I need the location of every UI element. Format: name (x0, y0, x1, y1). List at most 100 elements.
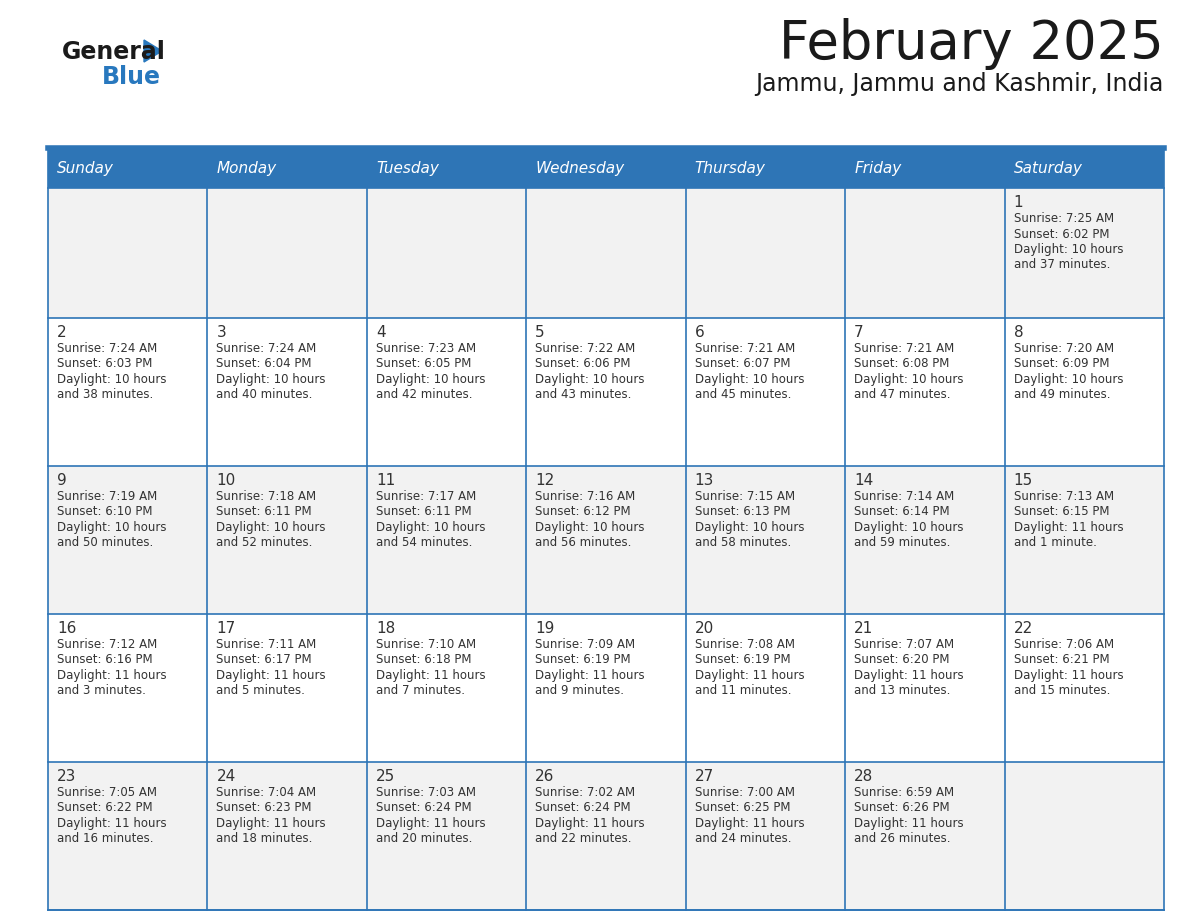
Text: and 15 minutes.: and 15 minutes. (1013, 685, 1110, 698)
Text: and 52 minutes.: and 52 minutes. (216, 536, 312, 550)
Text: Sunrise: 7:18 AM: Sunrise: 7:18 AM (216, 490, 316, 503)
Text: Sunset: 6:11 PM: Sunset: 6:11 PM (216, 506, 312, 519)
Text: Sunset: 6:22 PM: Sunset: 6:22 PM (57, 801, 152, 814)
Text: Sunrise: 7:16 AM: Sunrise: 7:16 AM (536, 490, 636, 503)
Text: Thursday: Thursday (695, 162, 765, 176)
Text: Sunset: 6:15 PM: Sunset: 6:15 PM (1013, 506, 1110, 519)
Text: Sunrise: 7:14 AM: Sunrise: 7:14 AM (854, 490, 954, 503)
Text: 15: 15 (1013, 473, 1032, 488)
Text: Daylight: 11 hours: Daylight: 11 hours (216, 817, 326, 830)
Text: and 13 minutes.: and 13 minutes. (854, 685, 950, 698)
Text: and 58 minutes.: and 58 minutes. (695, 536, 791, 550)
Text: and 7 minutes.: and 7 minutes. (375, 685, 465, 698)
Text: and 22 minutes.: and 22 minutes. (536, 833, 632, 845)
Text: 12: 12 (536, 473, 555, 488)
Text: Sunrise: 7:00 AM: Sunrise: 7:00 AM (695, 786, 795, 799)
Text: Jammu, Jammu and Kashmir, India: Jammu, Jammu and Kashmir, India (756, 72, 1164, 96)
Text: and 24 minutes.: and 24 minutes. (695, 833, 791, 845)
Text: 23: 23 (57, 769, 76, 784)
Text: Daylight: 11 hours: Daylight: 11 hours (1013, 521, 1123, 534)
Text: Sunset: 6:19 PM: Sunset: 6:19 PM (536, 654, 631, 666)
Text: Daylight: 11 hours: Daylight: 11 hours (854, 817, 963, 830)
Text: and 54 minutes.: and 54 minutes. (375, 536, 473, 550)
Text: 11: 11 (375, 473, 396, 488)
Text: and 50 minutes.: and 50 minutes. (57, 536, 153, 550)
Text: and 26 minutes.: and 26 minutes. (854, 833, 950, 845)
Text: Daylight: 11 hours: Daylight: 11 hours (695, 817, 804, 830)
Text: and 59 minutes.: and 59 minutes. (854, 536, 950, 550)
Text: and 37 minutes.: and 37 minutes. (1013, 259, 1110, 272)
Text: 19: 19 (536, 621, 555, 636)
Text: and 11 minutes.: and 11 minutes. (695, 685, 791, 698)
Text: Sunset: 6:14 PM: Sunset: 6:14 PM (854, 506, 949, 519)
Text: February 2025: February 2025 (779, 18, 1164, 70)
Text: Daylight: 11 hours: Daylight: 11 hours (57, 817, 166, 830)
Text: Daylight: 10 hours: Daylight: 10 hours (1013, 243, 1123, 256)
Text: Sunset: 6:10 PM: Sunset: 6:10 PM (57, 506, 152, 519)
Text: Daylight: 10 hours: Daylight: 10 hours (536, 521, 645, 534)
Text: Sunset: 6:17 PM: Sunset: 6:17 PM (216, 654, 312, 666)
Text: and 43 minutes.: and 43 minutes. (536, 388, 632, 401)
Text: Monday: Monday (216, 162, 277, 176)
Text: Sunset: 6:03 PM: Sunset: 6:03 PM (57, 357, 152, 371)
Text: 21: 21 (854, 621, 873, 636)
Text: Sunset: 6:19 PM: Sunset: 6:19 PM (695, 654, 790, 666)
Text: Sunset: 6:18 PM: Sunset: 6:18 PM (375, 654, 472, 666)
Text: Blue: Blue (102, 65, 162, 89)
Text: 28: 28 (854, 769, 873, 784)
Text: Sunset: 6:11 PM: Sunset: 6:11 PM (375, 506, 472, 519)
Text: Daylight: 10 hours: Daylight: 10 hours (1013, 373, 1123, 386)
Text: Daylight: 10 hours: Daylight: 10 hours (57, 373, 166, 386)
Text: General: General (62, 40, 166, 64)
Text: Sunrise: 7:20 AM: Sunrise: 7:20 AM (1013, 342, 1113, 355)
Text: and 5 minutes.: and 5 minutes. (216, 685, 305, 698)
Text: Daylight: 10 hours: Daylight: 10 hours (216, 373, 326, 386)
Text: Sunrise: 7:03 AM: Sunrise: 7:03 AM (375, 786, 476, 799)
Text: 27: 27 (695, 769, 714, 784)
Text: Sunset: 6:16 PM: Sunset: 6:16 PM (57, 654, 152, 666)
Text: 16: 16 (57, 621, 76, 636)
Text: Daylight: 10 hours: Daylight: 10 hours (375, 373, 486, 386)
Text: Daylight: 10 hours: Daylight: 10 hours (695, 521, 804, 534)
Text: and 49 minutes.: and 49 minutes. (1013, 388, 1110, 401)
Text: Sunset: 6:08 PM: Sunset: 6:08 PM (854, 357, 949, 371)
Text: Sunset: 6:04 PM: Sunset: 6:04 PM (216, 357, 312, 371)
Text: Tuesday: Tuesday (375, 162, 438, 176)
Text: 20: 20 (695, 621, 714, 636)
Text: Daylight: 11 hours: Daylight: 11 hours (375, 669, 486, 682)
Bar (48, 614, 1164, 762)
Text: Sunset: 6:23 PM: Sunset: 6:23 PM (216, 801, 312, 814)
Text: Daylight: 10 hours: Daylight: 10 hours (695, 373, 804, 386)
Text: Sunrise: 7:05 AM: Sunrise: 7:05 AM (57, 786, 157, 799)
Text: Sunrise: 7:22 AM: Sunrise: 7:22 AM (536, 342, 636, 355)
Text: 24: 24 (216, 769, 235, 784)
Text: Sunrise: 7:25 AM: Sunrise: 7:25 AM (1013, 212, 1113, 225)
Text: Daylight: 11 hours: Daylight: 11 hours (216, 669, 326, 682)
Text: 10: 10 (216, 473, 235, 488)
Text: 25: 25 (375, 769, 396, 784)
Text: Sunrise: 7:07 AM: Sunrise: 7:07 AM (854, 638, 954, 651)
Text: and 20 minutes.: and 20 minutes. (375, 833, 473, 845)
Bar (48, 318, 1164, 466)
Text: Wednesday: Wednesday (536, 162, 625, 176)
Bar (48, 762, 1164, 910)
Text: Sunrise: 7:15 AM: Sunrise: 7:15 AM (695, 490, 795, 503)
Polygon shape (144, 40, 162, 62)
Text: 14: 14 (854, 473, 873, 488)
Text: and 16 minutes.: and 16 minutes. (57, 833, 153, 845)
Text: Sunrise: 7:13 AM: Sunrise: 7:13 AM (1013, 490, 1113, 503)
Text: Daylight: 11 hours: Daylight: 11 hours (57, 669, 166, 682)
Text: Sunset: 6:20 PM: Sunset: 6:20 PM (854, 654, 949, 666)
Text: Sunset: 6:02 PM: Sunset: 6:02 PM (1013, 228, 1110, 241)
Text: Daylight: 10 hours: Daylight: 10 hours (854, 373, 963, 386)
Text: Sunrise: 6:59 AM: Sunrise: 6:59 AM (854, 786, 954, 799)
Text: Daylight: 11 hours: Daylight: 11 hours (536, 669, 645, 682)
Text: and 47 minutes.: and 47 minutes. (854, 388, 950, 401)
Text: Friday: Friday (854, 162, 902, 176)
Text: 18: 18 (375, 621, 396, 636)
Text: Sunrise: 7:24 AM: Sunrise: 7:24 AM (216, 342, 317, 355)
Text: Sunrise: 7:21 AM: Sunrise: 7:21 AM (695, 342, 795, 355)
Text: Sunrise: 7:06 AM: Sunrise: 7:06 AM (1013, 638, 1113, 651)
Text: Sunrise: 7:17 AM: Sunrise: 7:17 AM (375, 490, 476, 503)
Text: Sunset: 6:06 PM: Sunset: 6:06 PM (536, 357, 631, 371)
